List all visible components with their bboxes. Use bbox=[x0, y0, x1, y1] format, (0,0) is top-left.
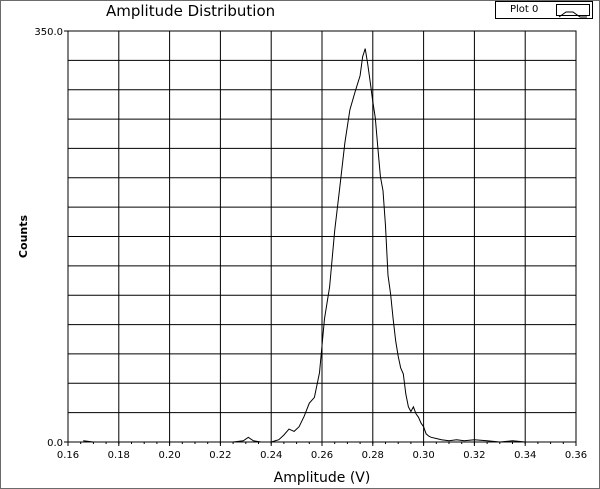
x-tick-label: 0.16 bbox=[57, 450, 79, 461]
y-tick-label: 0.0 bbox=[47, 438, 63, 449]
x-axis-title: Amplitude (V) bbox=[274, 470, 371, 486]
plot-border bbox=[67, 30, 577, 443]
x-tick-label: 0.36 bbox=[565, 450, 587, 461]
chart-title: Amplitude Distribution bbox=[106, 2, 276, 20]
x-tick-label: 0.32 bbox=[463, 450, 485, 461]
x-tick-label: 0.24 bbox=[260, 450, 282, 461]
x-tick-label: 0.20 bbox=[158, 450, 180, 461]
y-tick-label: 350.0 bbox=[34, 27, 63, 38]
legend-label: Plot 0 bbox=[510, 4, 539, 15]
legend[interactable]: Plot 0 bbox=[495, 1, 593, 19]
x-tick-label: 0.18 bbox=[108, 450, 130, 461]
x-tick-label: 0.22 bbox=[209, 450, 231, 461]
series-line bbox=[83, 48, 533, 443]
x-tick-label: 0.34 bbox=[514, 450, 536, 461]
x-tick-label: 0.28 bbox=[362, 450, 384, 461]
y-axis-title: Counts bbox=[17, 215, 30, 259]
legend-line-icon bbox=[558, 11, 587, 18]
legend-line-swatch bbox=[556, 4, 590, 18]
x-tick-label: 0.30 bbox=[412, 450, 434, 461]
x-tick-label: 0.26 bbox=[311, 450, 333, 461]
